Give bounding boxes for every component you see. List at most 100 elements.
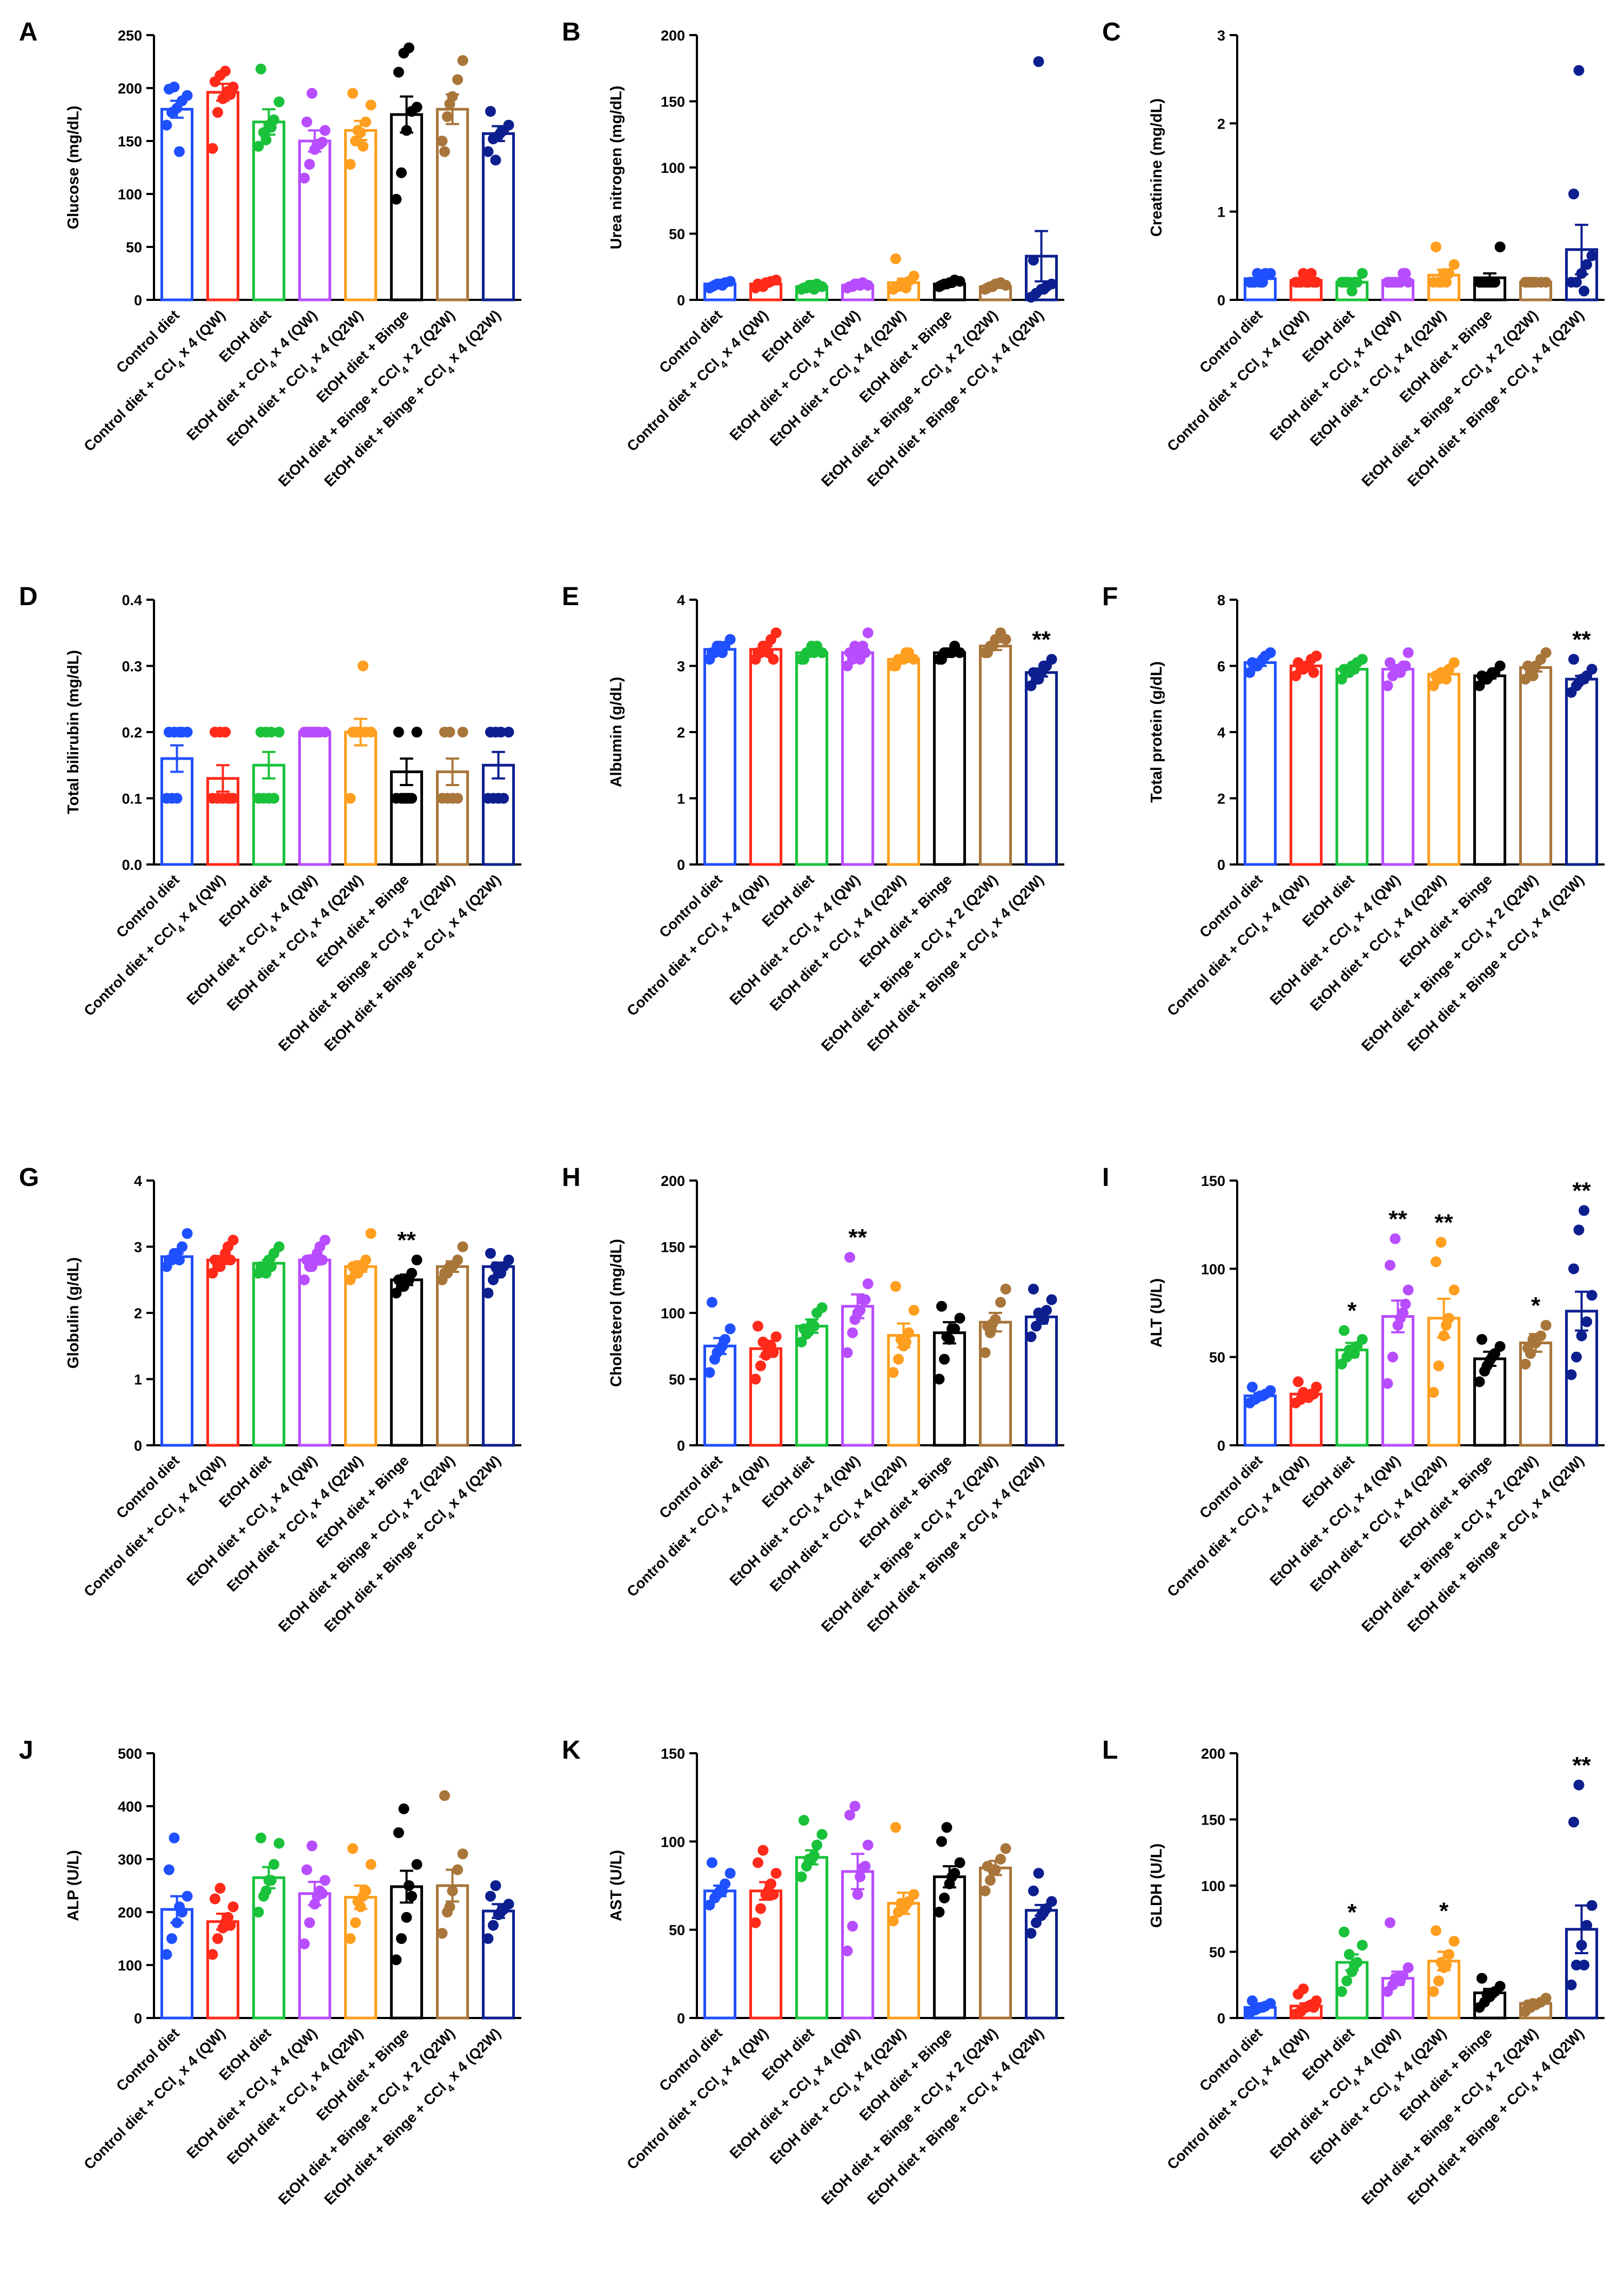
- data-point: [1384, 1259, 1395, 1271]
- y-tick-label: 1: [1217, 204, 1225, 220]
- data-point: [1540, 1319, 1552, 1331]
- y-tick-label: 100: [1201, 1878, 1225, 1894]
- data-point: [1000, 1283, 1011, 1295]
- y-tick-label: 0.1: [122, 791, 142, 807]
- panel-letter: G: [19, 1163, 39, 1192]
- y-axis-title: Glucose (mg/dL): [65, 106, 82, 230]
- data-point: [936, 1300, 947, 1312]
- data-point: [319, 1875, 331, 1886]
- data-point: [755, 1360, 766, 1371]
- y-tick-label: 150: [118, 133, 142, 150]
- panel-letter: F: [1102, 582, 1118, 611]
- panel-letter: E: [562, 582, 579, 611]
- data-point: [1038, 660, 1049, 672]
- data-point: [1308, 667, 1319, 678]
- data-point: [403, 1880, 414, 1891]
- data-point: [1430, 1925, 1441, 1936]
- data-point: [317, 136, 328, 147]
- data-point: [892, 1353, 904, 1365]
- y-tick-label: 150: [1201, 1173, 1225, 1189]
- y-tick-label: 50: [669, 226, 685, 243]
- y-axis-title: Globulin (g/dL): [65, 1257, 82, 1369]
- y-tick-label: 150: [661, 94, 685, 110]
- y-tick-label: 100: [661, 160, 685, 176]
- data-point: [439, 1790, 450, 1801]
- data-point: [214, 1261, 226, 1272]
- data-point: [273, 727, 285, 737]
- y-tick-label: 50: [669, 1372, 685, 1388]
- data-point: [401, 1912, 412, 1923]
- data-point: [255, 63, 266, 75]
- bar: [1519, 1342, 1553, 1447]
- data-point: [306, 1261, 318, 1272]
- data-point: [862, 1839, 874, 1851]
- data-point: [987, 1318, 998, 1329]
- significance-marker: *: [1439, 1898, 1449, 1924]
- data-point: [391, 193, 402, 205]
- data-point: [1265, 268, 1276, 279]
- data-point: [1402, 1962, 1414, 1973]
- data-point: [1348, 1348, 1360, 1359]
- data-point: [1568, 189, 1579, 199]
- y-tick-label: 0: [1217, 857, 1225, 873]
- data-point: [345, 1933, 356, 1944]
- data-point: [1494, 242, 1506, 252]
- data-point: [1520, 1358, 1531, 1370]
- data-point: [1348, 1960, 1360, 1970]
- data-point: [1571, 1351, 1582, 1363]
- bar: [841, 651, 875, 866]
- y-axis-title: Albumin (g/dL): [608, 677, 625, 788]
- data-point: [444, 98, 455, 110]
- y-tick-label: 50: [1209, 1350, 1225, 1366]
- data-point: [265, 727, 277, 737]
- bar: [160, 757, 194, 866]
- data-point: [1578, 285, 1589, 297]
- y-tick-label: 1: [677, 791, 685, 807]
- data-point: [209, 1893, 220, 1905]
- data-point: [352, 727, 364, 737]
- y-tick-label: 4: [677, 592, 685, 608]
- data-point: [1576, 268, 1587, 279]
- data-point: [770, 1331, 782, 1343]
- data-point: [1000, 634, 1011, 645]
- y-tick-label: 3: [677, 659, 685, 675]
- data-point: [888, 1915, 899, 1927]
- data-point: [1308, 2002, 1319, 2013]
- data-point: [934, 1907, 945, 1917]
- bar: [390, 1278, 424, 1447]
- data-point: [398, 1803, 410, 1814]
- y-tick-label: 0: [677, 292, 685, 309]
- data-point: [849, 640, 861, 652]
- panel-letter: H: [562, 1163, 581, 1192]
- data-point: [1568, 1816, 1579, 1828]
- y-axis-title: GLDH (U/L): [1148, 1843, 1165, 1928]
- bar: [435, 1265, 469, 1447]
- y-tick-label: 2: [1217, 791, 1225, 807]
- data-point: [987, 1864, 998, 1875]
- data-point: [1046, 1896, 1057, 1907]
- data-point: [811, 1839, 823, 1851]
- data-point: [1444, 268, 1455, 279]
- significance-marker: *: [1531, 1292, 1541, 1319]
- y-tick-label: 3: [1217, 28, 1225, 44]
- data-point: [207, 1949, 218, 1960]
- data-point: [403, 42, 414, 53]
- bar: [1381, 668, 1415, 866]
- data-point: [706, 1857, 717, 1868]
- data-point: [173, 727, 185, 737]
- data-point: [888, 1367, 899, 1378]
- y-tick-label: 2: [1217, 116, 1225, 132]
- significance-marker: **: [1434, 1209, 1453, 1236]
- bar: [160, 1255, 194, 1447]
- data-point: [1435, 1237, 1447, 1248]
- data-point: [350, 136, 361, 146]
- data-point: [482, 1933, 494, 1944]
- data-point: [1400, 660, 1411, 672]
- data-point: [724, 1323, 736, 1335]
- data-point: [265, 122, 277, 133]
- data-point: [854, 1305, 865, 1316]
